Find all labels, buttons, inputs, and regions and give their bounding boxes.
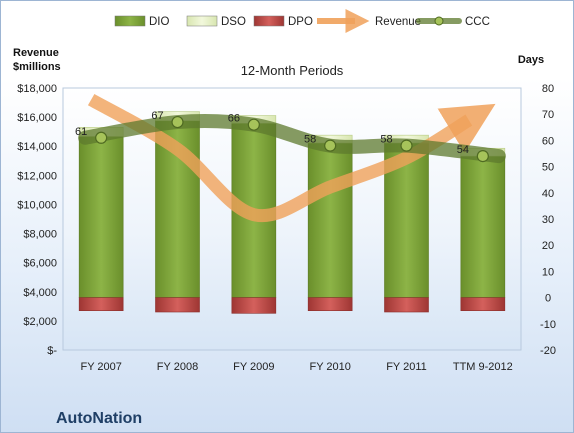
right-tick-label: 10 xyxy=(542,266,554,278)
right-tick-label: 70 xyxy=(542,109,554,121)
right-tick-label: 60 xyxy=(542,135,554,147)
right-tick-label: -20 xyxy=(540,345,556,357)
legend: DIO DSO DPO Revenue CCC xyxy=(114,9,490,33)
right-tick-label: 40 xyxy=(542,188,554,200)
right-tick-label: 0 xyxy=(545,293,551,305)
x-tick-label: FY 2011 xyxy=(386,361,427,373)
lines xyxy=(78,93,506,223)
dio-bar xyxy=(307,142,353,298)
ccc-point xyxy=(171,115,184,129)
right-tick-label: 50 xyxy=(542,162,554,174)
dio-bar xyxy=(78,136,124,298)
left-axis: $- $2,000 $4,000 $6,000 $8,000 $10,000 $12,000… xyxy=(17,83,57,357)
right-tick-label: 20 xyxy=(542,240,554,252)
dpo-bar xyxy=(155,297,200,313)
chart-subtitle: 12-Month Periods xyxy=(241,63,344,78)
legend-dpo-swatch xyxy=(253,15,285,27)
ccc-point xyxy=(324,139,337,152)
left-tick-label: $2,000 xyxy=(23,316,57,328)
x-axis: FY 2007 FY 2008 FY 2009 FY 2010 FY 2011 TTM 9… xyxy=(80,361,512,373)
dpo-bar xyxy=(231,297,277,314)
dpo-bar xyxy=(78,297,124,312)
legend-dso-swatch xyxy=(186,15,218,27)
ccc-point xyxy=(476,150,489,163)
x-tick-label: TTM 9-2012 xyxy=(453,361,513,373)
left-tick-label: $- xyxy=(47,345,57,357)
company-name: AutoNation xyxy=(56,410,142,427)
left-axis-title-line1: Revenue xyxy=(13,47,59,59)
bars xyxy=(78,111,506,314)
right-axis: -20 -10 0 10 20 30 40 50 60 70 80 xyxy=(540,83,556,357)
x-tick-label: FY 2009 xyxy=(233,361,274,373)
left-axis-title-line2: $millions xyxy=(13,61,61,73)
left-tick-label: $18,000 xyxy=(17,83,57,95)
left-tick-label: $12,000 xyxy=(17,170,57,182)
legend-dio-swatch xyxy=(114,15,146,27)
ccc-point xyxy=(95,131,108,144)
x-tick-label: FY 2007 xyxy=(80,361,121,373)
legend-ccc-marker xyxy=(434,16,444,26)
legend-revenue-label: Revenue xyxy=(375,16,421,28)
left-tick-label: $14,000 xyxy=(17,141,57,153)
right-tick-label: 30 xyxy=(542,214,554,226)
dpo-bar xyxy=(460,297,506,312)
right-tick-label: 80 xyxy=(542,83,554,95)
dpo-bar xyxy=(384,297,429,313)
ccc-data-labels: 61 67 66 58 58 54 xyxy=(75,110,469,156)
dpo-bar xyxy=(307,297,353,312)
x-tick-label: FY 2008 xyxy=(157,361,198,373)
x-tick-label: FY 2010 xyxy=(309,361,350,373)
dio-bar xyxy=(460,155,506,298)
ccc-data-label: 66 xyxy=(228,113,240,125)
revenue-line xyxy=(87,93,496,223)
ccc-point xyxy=(247,118,260,131)
right-axis-title: Days xyxy=(518,54,544,66)
ccc-data-label: 61 xyxy=(75,126,87,138)
left-tick-label: $6,000 xyxy=(23,258,57,270)
left-tick-label: $4,000 xyxy=(23,287,57,299)
ccc-data-label: 67 xyxy=(151,110,163,122)
legend-ccc-label: CCC xyxy=(465,16,490,28)
ccc-line xyxy=(78,113,506,164)
ccc-data-label: 54 xyxy=(457,144,469,156)
left-tick-label: $10,000 xyxy=(17,199,57,211)
left-tick-label: $8,000 xyxy=(23,229,57,241)
axis-titles: Revenue $millions Days 12-Month Periods Auto… xyxy=(13,47,544,427)
ccc-point xyxy=(400,139,413,152)
ccc-data-label: 58 xyxy=(380,134,392,146)
legend-dso-label: DSO xyxy=(221,16,246,28)
left-tick-label: $16,000 xyxy=(17,112,57,124)
legend-dio-label: DIO xyxy=(149,16,170,28)
ccc-data-label: 58 xyxy=(304,134,316,146)
right-tick-label: -10 xyxy=(540,319,556,331)
legend-dpo-label: DPO xyxy=(288,16,313,28)
